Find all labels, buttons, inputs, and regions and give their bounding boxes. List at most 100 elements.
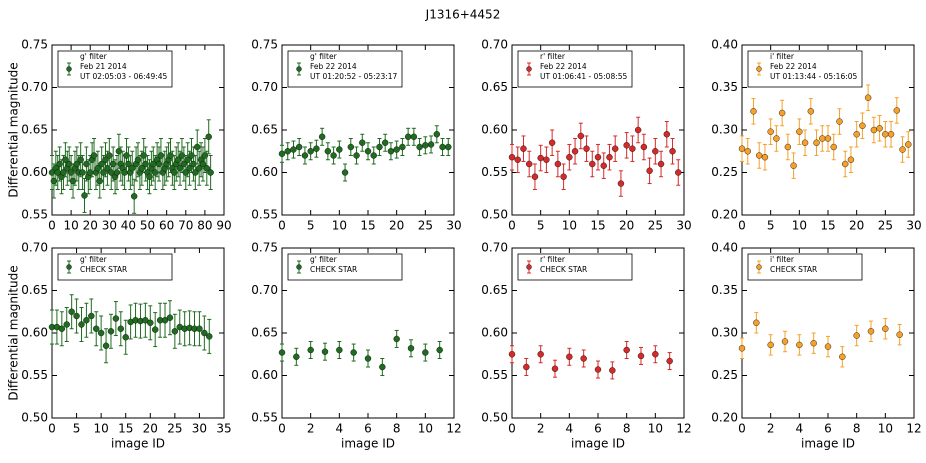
x-tick-label: 25 bbox=[648, 219, 663, 233]
data-point bbox=[404, 133, 412, 141]
x-tick-label: 8 bbox=[853, 422, 861, 436]
y-tick-label: 0.55 bbox=[251, 208, 278, 222]
data-point bbox=[151, 326, 159, 333]
x-tick-label: 0 bbox=[48, 219, 56, 233]
y-tick-label: 0.65 bbox=[481, 283, 508, 297]
legend-box bbox=[747, 50, 863, 88]
data-point bbox=[278, 349, 286, 356]
data-point bbox=[594, 153, 602, 161]
y-tick-label: 0.65 bbox=[481, 80, 508, 94]
x-tick-label: 0 bbox=[48, 422, 56, 436]
data-point bbox=[147, 319, 154, 326]
data-point bbox=[577, 132, 584, 140]
x-tick-label: 0 bbox=[508, 219, 516, 233]
legend-box bbox=[287, 50, 403, 88]
data-point bbox=[537, 351, 544, 358]
data-point bbox=[606, 153, 613, 161]
data-point bbox=[882, 325, 889, 332]
x-tick-label: 10 bbox=[332, 219, 347, 233]
panel: 0 2 4 6 8 10 12 0.55 0.60 0.65 0.70 0.75 image ID g' … bbox=[251, 241, 461, 451]
data-point bbox=[813, 139, 820, 146]
x-tick-label: 15 bbox=[820, 219, 835, 233]
data-point bbox=[433, 131, 440, 138]
data-point bbox=[882, 131, 889, 138]
legend-box bbox=[57, 50, 173, 88]
x-tick-label: 5 bbox=[73, 422, 81, 436]
legend-marker bbox=[296, 66, 302, 72]
data-point bbox=[839, 353, 846, 360]
data-point bbox=[399, 143, 406, 151]
legend-annotation: UT 01:06:41 - 05:08:55 bbox=[540, 72, 628, 81]
data-point bbox=[646, 167, 653, 175]
x-tick-label: 5 bbox=[537, 219, 545, 233]
data-point bbox=[284, 148, 291, 155]
data-point bbox=[589, 160, 596, 168]
y-tick-label: 0.40 bbox=[711, 38, 738, 52]
legend-marker bbox=[66, 264, 72, 270]
y-tick-label: 0.35 bbox=[711, 283, 738, 297]
data-point bbox=[393, 335, 400, 343]
x-tick-label: 12 bbox=[676, 422, 691, 436]
data-point bbox=[761, 153, 769, 161]
data-point bbox=[796, 128, 803, 135]
legend-label: g' filter bbox=[310, 255, 338, 264]
data-point bbox=[520, 145, 527, 152]
x-tick-label: 25 bbox=[878, 219, 893, 233]
data-point bbox=[738, 145, 746, 152]
data-point bbox=[657, 160, 665, 168]
x-tick-label: 12 bbox=[446, 422, 461, 436]
legend-annotation: UT 01:13:44 - 05:16:05 bbox=[770, 72, 858, 81]
data-point bbox=[842, 160, 849, 168]
legend-label: i' filter bbox=[770, 52, 795, 61]
x-tick-label: 0 bbox=[278, 219, 286, 233]
data-point bbox=[122, 334, 129, 341]
data-point bbox=[63, 321, 70, 328]
x-tick-label: 50 bbox=[140, 219, 155, 233]
data-point bbox=[107, 328, 115, 335]
data-point bbox=[864, 94, 872, 101]
data-point bbox=[896, 331, 903, 338]
data-point bbox=[78, 321, 85, 328]
legend-label: g' filter bbox=[80, 52, 108, 61]
legend-annotation: UT 02:05:03 - 06:49:45 bbox=[80, 72, 168, 81]
x-tick-label: 5 bbox=[307, 219, 315, 233]
panel: 0 5 10 15 20 25 30 0.50 0.55 0.60 0.65 0.70 r' filte… bbox=[481, 38, 691, 233]
y-tick-label: 0.70 bbox=[21, 241, 48, 255]
legend-box bbox=[287, 253, 403, 281]
x-tick-label: 15 bbox=[590, 219, 605, 233]
data-point bbox=[206, 333, 213, 340]
data-point bbox=[387, 148, 395, 155]
data-point bbox=[58, 325, 66, 332]
data-point bbox=[899, 146, 906, 153]
data-point bbox=[436, 346, 443, 354]
data-point bbox=[870, 126, 878, 134]
y-tick-label: 0.35 bbox=[711, 80, 738, 94]
data-point bbox=[393, 146, 400, 153]
legend-annotation: CHECK STAR bbox=[540, 265, 587, 274]
y-tick-label: 0.55 bbox=[481, 165, 508, 179]
panel: 0 5 10 15 20 25 30 0.55 0.60 0.65 0.70 0.75 g' filte… bbox=[251, 38, 461, 233]
data-point bbox=[600, 162, 607, 169]
legend-label: i' filter bbox=[770, 255, 795, 264]
x-tick-label: 25 bbox=[167, 422, 182, 436]
data-point bbox=[617, 180, 625, 187]
x-tick-label: 10 bbox=[562, 219, 577, 233]
legend-marker bbox=[296, 264, 302, 270]
x-axis-label: image ID bbox=[571, 437, 625, 451]
x-tick-label: 4 bbox=[336, 422, 344, 436]
x-tick-label: 4 bbox=[796, 422, 804, 436]
legend-box bbox=[517, 253, 633, 281]
data-point bbox=[113, 169, 121, 176]
data-point bbox=[853, 332, 860, 339]
data-point bbox=[652, 148, 659, 155]
x-tick-label: 20 bbox=[143, 422, 158, 436]
y-axis-label: Differential magnitude bbox=[7, 62, 21, 197]
x-tick-label: 6 bbox=[364, 422, 372, 436]
x-tick-label: 8 bbox=[393, 422, 401, 436]
x-tick-label: 10 bbox=[878, 422, 893, 436]
legend-label: r' filter bbox=[540, 255, 566, 264]
